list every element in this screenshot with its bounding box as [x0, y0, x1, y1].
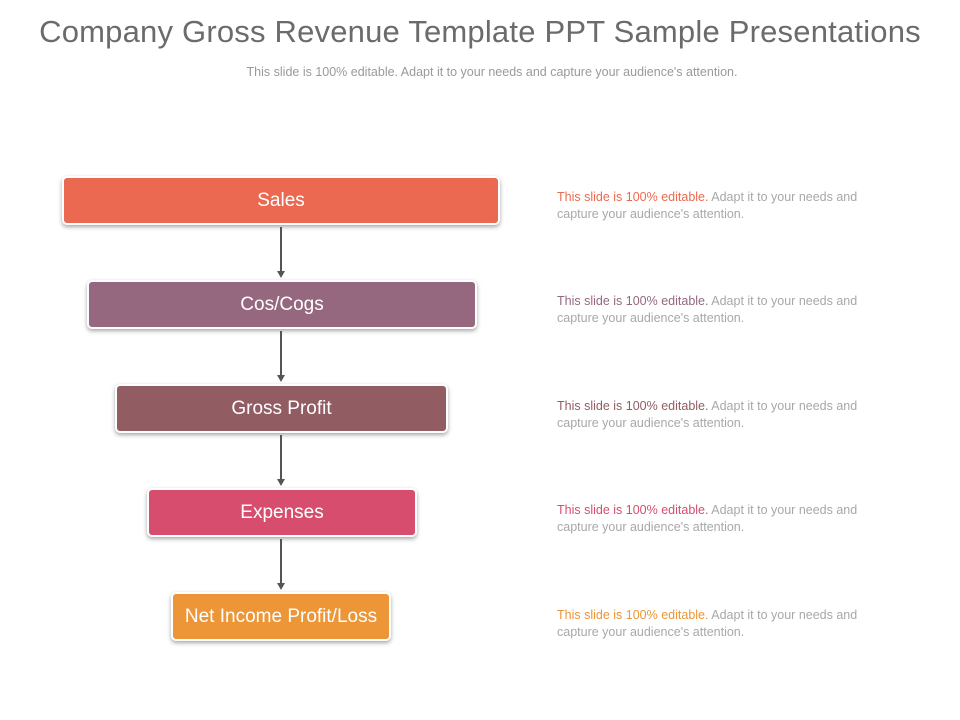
description-text: Adapt it to your needs and	[708, 294, 858, 308]
flow-step-label: Expenses	[240, 501, 324, 523]
description-text: capture your audience's attention.	[557, 624, 745, 639]
flow-step-sales: Sales	[62, 176, 500, 225]
connector-line	[280, 227, 282, 271]
connector-line	[280, 435, 282, 479]
description-highlight: This slide is 100% editable.	[557, 503, 709, 517]
description-text: Adapt it to your needs and	[708, 399, 858, 413]
slide-title: Company Gross Revenue Template PPT Sampl…	[39, 14, 921, 49]
description-text: Adapt it to your needs and	[708, 503, 858, 517]
step-description: This slide is 100% editable. Adapt it to…	[557, 607, 902, 640]
flow-step-cos-cogs: Cos/Cogs	[87, 280, 477, 329]
step-description: This slide is 100% editable. Adapt it to…	[557, 398, 902, 431]
connector-line	[280, 539, 282, 583]
arrow-down-icon	[277, 271, 285, 278]
description-highlight: This slide is 100% editable.	[557, 399, 709, 413]
flow-step-net-income: Net Income Profit/Loss	[171, 592, 391, 641]
flow-step-gross-profit: Gross Profit	[115, 384, 448, 433]
step-description: This slide is 100% editable. Adapt it to…	[557, 293, 902, 326]
flow-step-label: Net Income Profit/Loss	[184, 605, 378, 627]
arrow-down-icon	[277, 583, 285, 590]
step-description: This slide is 100% editable. Adapt it to…	[557, 189, 902, 222]
slide-subtitle: This slide is 100% editable. Adapt it to…	[246, 65, 738, 79]
arrow-down-icon	[277, 479, 285, 486]
flow-step-expenses: Expenses	[147, 488, 417, 537]
description-text: Adapt it to your needs and	[708, 190, 858, 204]
description-text: capture your audience's attention.	[557, 415, 745, 430]
flow-step-label: Cos/Cogs	[240, 293, 324, 315]
description-text: capture your audience's attention.	[557, 310, 745, 325]
description-text: capture your audience's attention.	[557, 519, 745, 534]
description-highlight: This slide is 100% editable.	[557, 190, 709, 204]
description-text: capture your audience's attention.	[557, 206, 745, 221]
flow-step-label: Sales	[257, 189, 305, 211]
description-highlight: This slide is 100% editable.	[557, 608, 709, 622]
step-description: This slide is 100% editable. Adapt it to…	[557, 502, 902, 535]
connector-line	[280, 331, 282, 375]
arrow-down-icon	[277, 375, 285, 382]
description-highlight: This slide is 100% editable.	[557, 294, 709, 308]
flow-step-label: Gross Profit	[231, 397, 332, 419]
description-text: Adapt it to your needs and	[708, 608, 858, 622]
